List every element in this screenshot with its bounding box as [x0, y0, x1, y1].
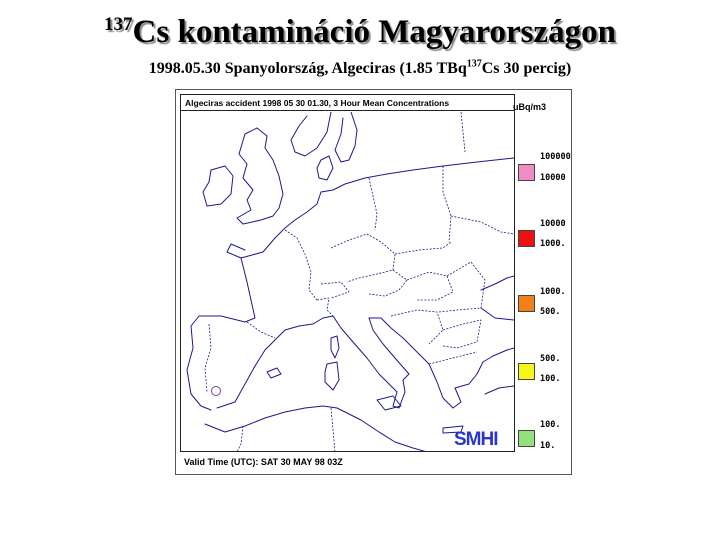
great-britain-coast: [236, 127, 284, 225]
adriatic-balkan-coast: [368, 317, 514, 409]
north-africa-coast: [204, 405, 426, 451]
border-austria-hungary: [368, 269, 408, 297]
map-header: Algeciras accident 1998 05 30 01.30, 3 H…: [181, 95, 514, 111]
legend-lower-2: 1000.: [540, 239, 566, 249]
sicily: [376, 395, 402, 411]
border-germany-poland: [368, 177, 378, 231]
border-germany-austria-czech: [330, 233, 396, 283]
europe-map: [186, 112, 514, 451]
border-yugoslavia: [390, 309, 444, 345]
legend-upper-3: 1000.: [540, 287, 566, 297]
legend-upper-5: 100.: [540, 420, 561, 430]
release-point-marker: [211, 386, 221, 396]
subtitle-text-a: 1998.05.30 Spanyolország, Algeciras (1.8…: [148, 60, 467, 77]
mediterranean-north-coast: [216, 315, 410, 409]
legend-swatch-pink: [518, 164, 535, 181]
subtitle-isotope-mass: 137: [466, 58, 482, 70]
border-poland-slovakia: [394, 241, 452, 255]
border-switzerland: [320, 281, 350, 299]
legend-swatch-yellow: [518, 363, 535, 380]
legend-lower-5: 10.: [540, 441, 556, 451]
subtitle-text-b: Cs 30 percig): [481, 60, 572, 77]
denmark-coast: [316, 155, 334, 181]
border-greece-albania: [428, 351, 478, 365]
black-sea-coast: [480, 275, 514, 291]
legend-lower-1: 10000: [540, 173, 566, 183]
title-isotope-mass: 137: [104, 14, 133, 35]
ireland-coast: [202, 165, 234, 207]
legend-swatch-green: [518, 430, 535, 447]
border-france-spain: [246, 321, 276, 339]
anatolia-coast: [484, 385, 514, 395]
border-romania: [438, 261, 486, 313]
norway-coast: [290, 112, 332, 157]
border-france-belgium-germany: [284, 229, 318, 301]
dispersion-map-panel: Algeciras accident 1998 05 30 01.30, 3 H…: [175, 89, 572, 475]
legend-upper-2: 10000: [540, 219, 566, 229]
legend-unit: uBq/m3: [513, 102, 547, 112]
legend-lower-3: 500.: [540, 307, 561, 317]
crete: [442, 425, 464, 434]
continental-north-coast: [226, 157, 514, 259]
smhi-logo: SMHI: [454, 429, 498, 450]
border-morocco-algeria: [237, 425, 244, 451]
legend-swatch-red: [518, 230, 535, 247]
title-text: Cs kontamináció Magyarországon: [132, 14, 616, 50]
border-poland-belarus: [442, 166, 452, 243]
border-hungary-romania: [406, 271, 454, 301]
balearic-islands: [266, 367, 282, 379]
legend-upper-4: 500.: [540, 354, 561, 364]
page-subtitle: 1998.05.30 Spanyolország, Algeciras (1.8…: [0, 59, 720, 79]
page-title: 137Cs kontamináció Magyarországon: [0, 12, 720, 52]
border-algeria-tunisia: [330, 407, 336, 451]
legend-lower-4: 100.: [540, 374, 561, 384]
border-ukraine: [450, 215, 514, 235]
legend-swatch-orange: [518, 295, 535, 312]
border-bulgaria: [442, 319, 482, 349]
map-frame: Algeciras accident 1998 05 30 01.30, 3 H…: [180, 94, 515, 452]
legend-upper-1: 100000: [540, 152, 571, 162]
sardinia: [324, 361, 340, 391]
corsica: [330, 335, 340, 359]
border-baltic-states: [460, 112, 466, 153]
black-sea-south: [480, 307, 514, 321]
border-spain-portugal: [204, 323, 212, 393]
border-france-switzerland-italy: [316, 297, 334, 317]
valid-time-footer: Valid Time (UTC): SAT 30 MAY 98 03Z: [184, 457, 343, 467]
iberia-atlantic-coast: [186, 257, 256, 411]
sweden-coast: [334, 112, 358, 163]
